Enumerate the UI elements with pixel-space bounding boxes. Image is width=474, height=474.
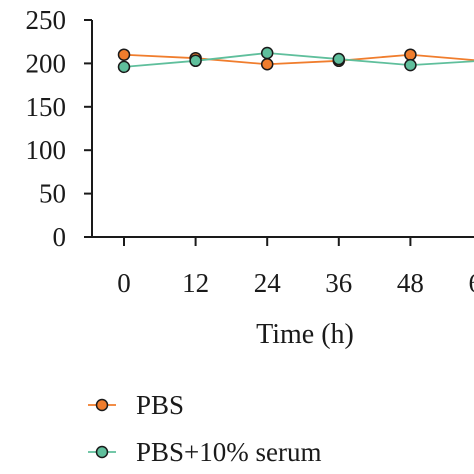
data-point <box>189 54 202 68</box>
data-point <box>404 58 417 72</box>
x-tick-label: 60 <box>469 268 474 298</box>
legend-marker <box>95 398 109 412</box>
legend-label: PBS+10% serum <box>136 437 322 467</box>
x-tick-label: 12 <box>182 268 209 298</box>
x-tick-label: 48 <box>397 268 424 298</box>
legend: PBS PBS+10% serum <box>88 390 322 467</box>
legend-marker <box>95 445 109 459</box>
data-point <box>117 60 131 74</box>
data-point <box>260 46 274 60</box>
x-tick-label: 0 <box>117 268 131 298</box>
y-tick-label: 50 <box>39 179 66 209</box>
y-tick-label: 100 <box>26 135 67 165</box>
series-group <box>117 46 474 74</box>
data-point <box>332 52 346 66</box>
x-axis-title: Time (h) <box>256 319 354 350</box>
series-1 <box>117 48 474 71</box>
x-ticks: 0 12 24 36 48 60 <box>117 237 474 298</box>
y-tick-label: 250 <box>26 5 67 35</box>
legend-label: PBS <box>136 390 184 420</box>
x-tick-label: 24 <box>254 268 282 298</box>
series-2 <box>117 46 474 74</box>
data-point <box>404 48 417 61</box>
y-ticks: 0 50 100 150 200 250 <box>26 5 92 252</box>
data-point <box>260 58 274 71</box>
series-line <box>123 52 474 68</box>
y-tick-label: 200 <box>26 48 67 78</box>
series-line <box>123 53 474 66</box>
y-tick-label: 150 <box>26 92 67 122</box>
data-point <box>117 48 131 61</box>
legend-item: PBS <box>88 390 184 420</box>
x-tick-label: 36 <box>325 268 352 298</box>
legend-item: PBS+10% serum <box>88 437 322 467</box>
axes <box>91 20 474 238</box>
y-tick-label: 0 <box>53 222 67 252</box>
